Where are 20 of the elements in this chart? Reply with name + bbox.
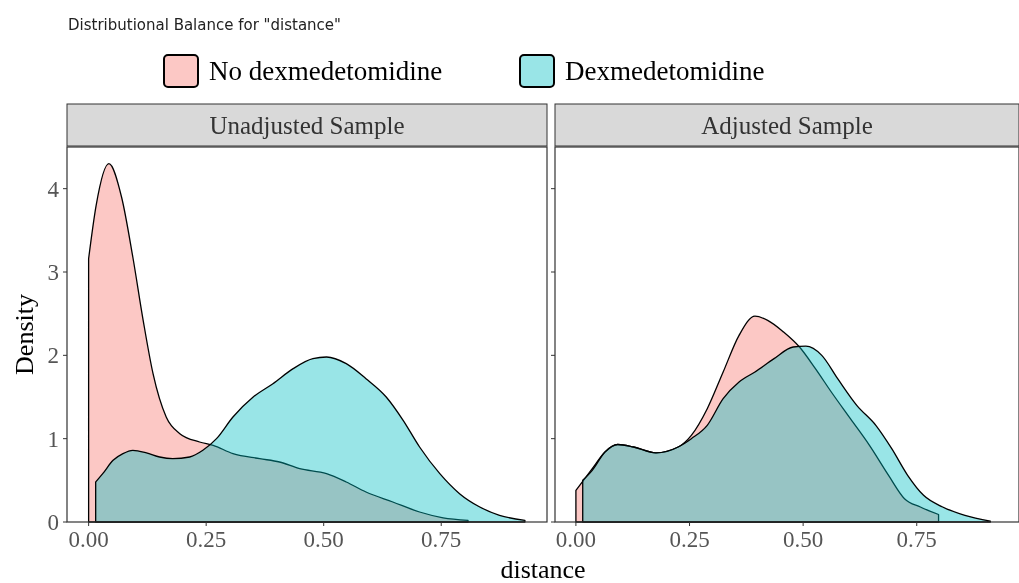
x-tick-label: 0.25 xyxy=(669,527,710,552)
y-tick-label: 2 xyxy=(47,343,59,369)
x-tick-label: 0.25 xyxy=(186,527,227,552)
legend-label: No dexmedetomidine xyxy=(209,56,443,86)
y-axis-title: Density xyxy=(10,294,39,375)
x-tick-label: 0.00 xyxy=(68,527,109,552)
x-axis-title: distance xyxy=(500,555,586,583)
x-tick-label: 0.50 xyxy=(783,527,824,552)
x-tick-label: 0.00 xyxy=(555,527,597,552)
y-tick-label: 3 xyxy=(47,260,59,286)
x-tick-label: 0.75 xyxy=(896,527,937,552)
legend-label: Dexmedetomidine xyxy=(565,56,765,86)
y-tick-label: 4 xyxy=(47,176,60,202)
chart-subtitle: Unadjusted Sample xyxy=(209,112,405,139)
y-tick-label: 0 xyxy=(47,510,59,536)
chart-subtitle: Adjusted Sample xyxy=(701,112,873,139)
chart-title: Distributional Balance for "distance" xyxy=(68,16,341,34)
y-tick-label: 1 xyxy=(47,426,59,452)
x-tick-label: 0.50 xyxy=(303,527,344,552)
x-tick-label: 0.75 xyxy=(421,527,462,552)
